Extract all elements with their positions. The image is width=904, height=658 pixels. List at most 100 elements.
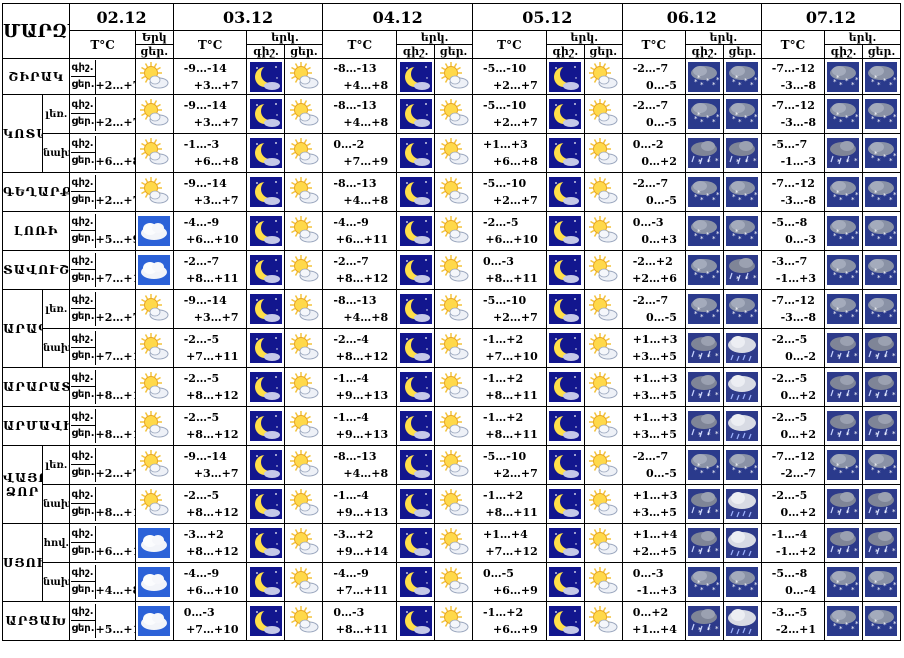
moon-night-icon [545,172,585,212]
svg-text:*: * [839,625,843,633]
svg-text:*: * [712,81,716,89]
night-temp: -9…-14 [183,99,227,112]
svg-text:*: * [877,625,881,633]
svg-text:*: * [836,228,840,236]
svg-text:*: * [697,579,701,587]
day-col-label: ցեր. [589,45,618,58]
rain-icon [722,367,762,407]
moon-night-icon [246,94,286,134]
sun-cloud-icon [284,406,324,446]
temp-cell-inner: 0…+2 +1…+4 [623,604,684,638]
cloud-icon [134,601,174,641]
night-day-abbr: գիշ. ցեր. [71,604,96,638]
svg-text:*: * [738,469,742,477]
temp-cell-inner: -1…-4 -1…+2 [762,526,823,560]
temp-cell-inner: -2…-5 +6…+10 [474,214,546,248]
temp-cell-inner: -5…-8 0…-3 [762,214,823,248]
region-name: ՏԱՎՈՒՇ [1,250,71,290]
svg-text:*: * [707,158,711,166]
forecast-row: նախ.գիշ.ցեր.+8…+11-2…-5+8…+12-1…-4+9…+13… [3,484,902,524]
temperature-cell: -2…-5 +6…+10 [472,211,547,251]
temperature-cell: -7…-12 -3…-8 [760,94,826,134]
temp-cell-inner: -2…+2 +2…+6 [623,253,684,287]
temperature-cell: -8…-13 +4…+8 [322,445,398,485]
svg-text:*: * [833,622,837,630]
sun-cloud-icon [284,211,324,251]
night-temp: +1…+3 [483,138,528,151]
svg-text:*: * [892,430,896,438]
night-temp: -1…+2 [483,333,524,346]
moon-night-icon [246,211,286,251]
svg-text:*: * [889,118,893,126]
temp-values: -2…-4 +8…+12 [324,331,396,365]
temp-values: +6…+11 [96,526,135,560]
sun-cloud-icon [583,406,623,446]
cloud-col-header: երկ. գիշ. ցեր. [396,30,474,59]
night-day-abbr: գիշ. ցեր. [71,136,96,170]
moon-night-icon [545,484,585,524]
temp-values: -2…-5 +8…+12 [174,370,246,404]
temperature-cell: -2…-7 0…-5 [621,289,686,329]
sun-cloud-icon [583,328,623,368]
svg-text:*: * [893,581,897,589]
sun-cloud-icon [284,367,324,407]
day-temp: 0…+2 [780,428,817,441]
temperature-cell: գիշ.ցեր.+2…+7 [69,58,136,95]
night-temp: -3…+2 [183,528,224,541]
temp-values: -2…-5 0…+2 [762,370,823,404]
svg-text:*: * [877,313,881,321]
moon-night-icon [396,484,436,524]
night-temp: -2…-5 [771,411,808,424]
svg-text:*: * [833,583,837,591]
svg-text:*: * [750,81,754,89]
temperature-cell: -7…-12 -3…-8 [760,172,826,212]
day-temp: +4…+8 [343,116,389,129]
day-temp: 0…-5 [646,116,677,129]
day-temp: +5…+9 [95,233,135,246]
rain-snow-icon: * * * [722,133,762,173]
temp-values: +2…+7 [96,292,135,326]
snow-icon: * * * * * * [722,562,762,602]
night-temp: -5…-10 [483,177,527,190]
temperature-cell: -4…-9 +7…+11 [322,562,398,602]
sun-cloud-icon [434,601,474,641]
night-temp: 0…-5 [483,567,514,580]
day-temp: +8…+11 [186,272,239,285]
svg-text:*: * [750,235,754,243]
svg-text:*: * [735,111,739,119]
temperature-cell: -5…-10 +2…+7 [472,94,547,134]
sun-cloud-icon [284,562,324,602]
svg-text:*: * [706,309,710,317]
temp-cell-inner: 0…-5 +6…+9 [474,565,546,599]
night-temp: -2…-5 [771,333,808,346]
sun-cloud-icon [583,172,623,212]
forecast-row: նախ.գիշ.ցեր.+7…+10-2…-5+7…+11-2…-4+8…+12… [3,328,902,368]
night-temp: +1…+3 [632,333,678,346]
temperature-cell: գիշ. ցեր.+4…+8 [69,562,136,602]
temp-cell-inner: -9…-14 +3…+7 [174,448,246,482]
day-temp: -2…-7 [780,467,817,480]
svg-text:*: * [706,114,710,122]
svg-text:*: * [851,81,855,89]
svg-text:*: * [707,431,711,439]
temp-values: 0…-3 +8…+11 [474,253,546,287]
subregion-label: նախ. [42,484,71,524]
day-temp: +6…+9 [493,623,538,636]
temperature-cell: -2…-5 +8…+12 [172,406,248,446]
svg-text:*: * [845,231,849,239]
rain-snow-icon: * * * [824,406,863,446]
moon-night-icon [396,328,436,368]
temp-col-header: T°C [322,30,398,59]
rain-snow-icon: * * * [861,406,902,446]
night-temp: -8…-13 [333,294,377,307]
night-day-labels: գիշ. ցեր. [248,45,322,58]
svg-text:*: * [871,271,875,279]
moon-night-icon [246,406,286,446]
svg-text:*: * [874,111,878,119]
svg-text:*: * [754,581,758,589]
sun-cloud-icon [434,445,474,485]
day-temp: +3…+5 [632,350,677,363]
temp-cell-inner: -9…-14 +3…+7 [174,175,246,209]
svg-text:*: * [744,309,748,317]
